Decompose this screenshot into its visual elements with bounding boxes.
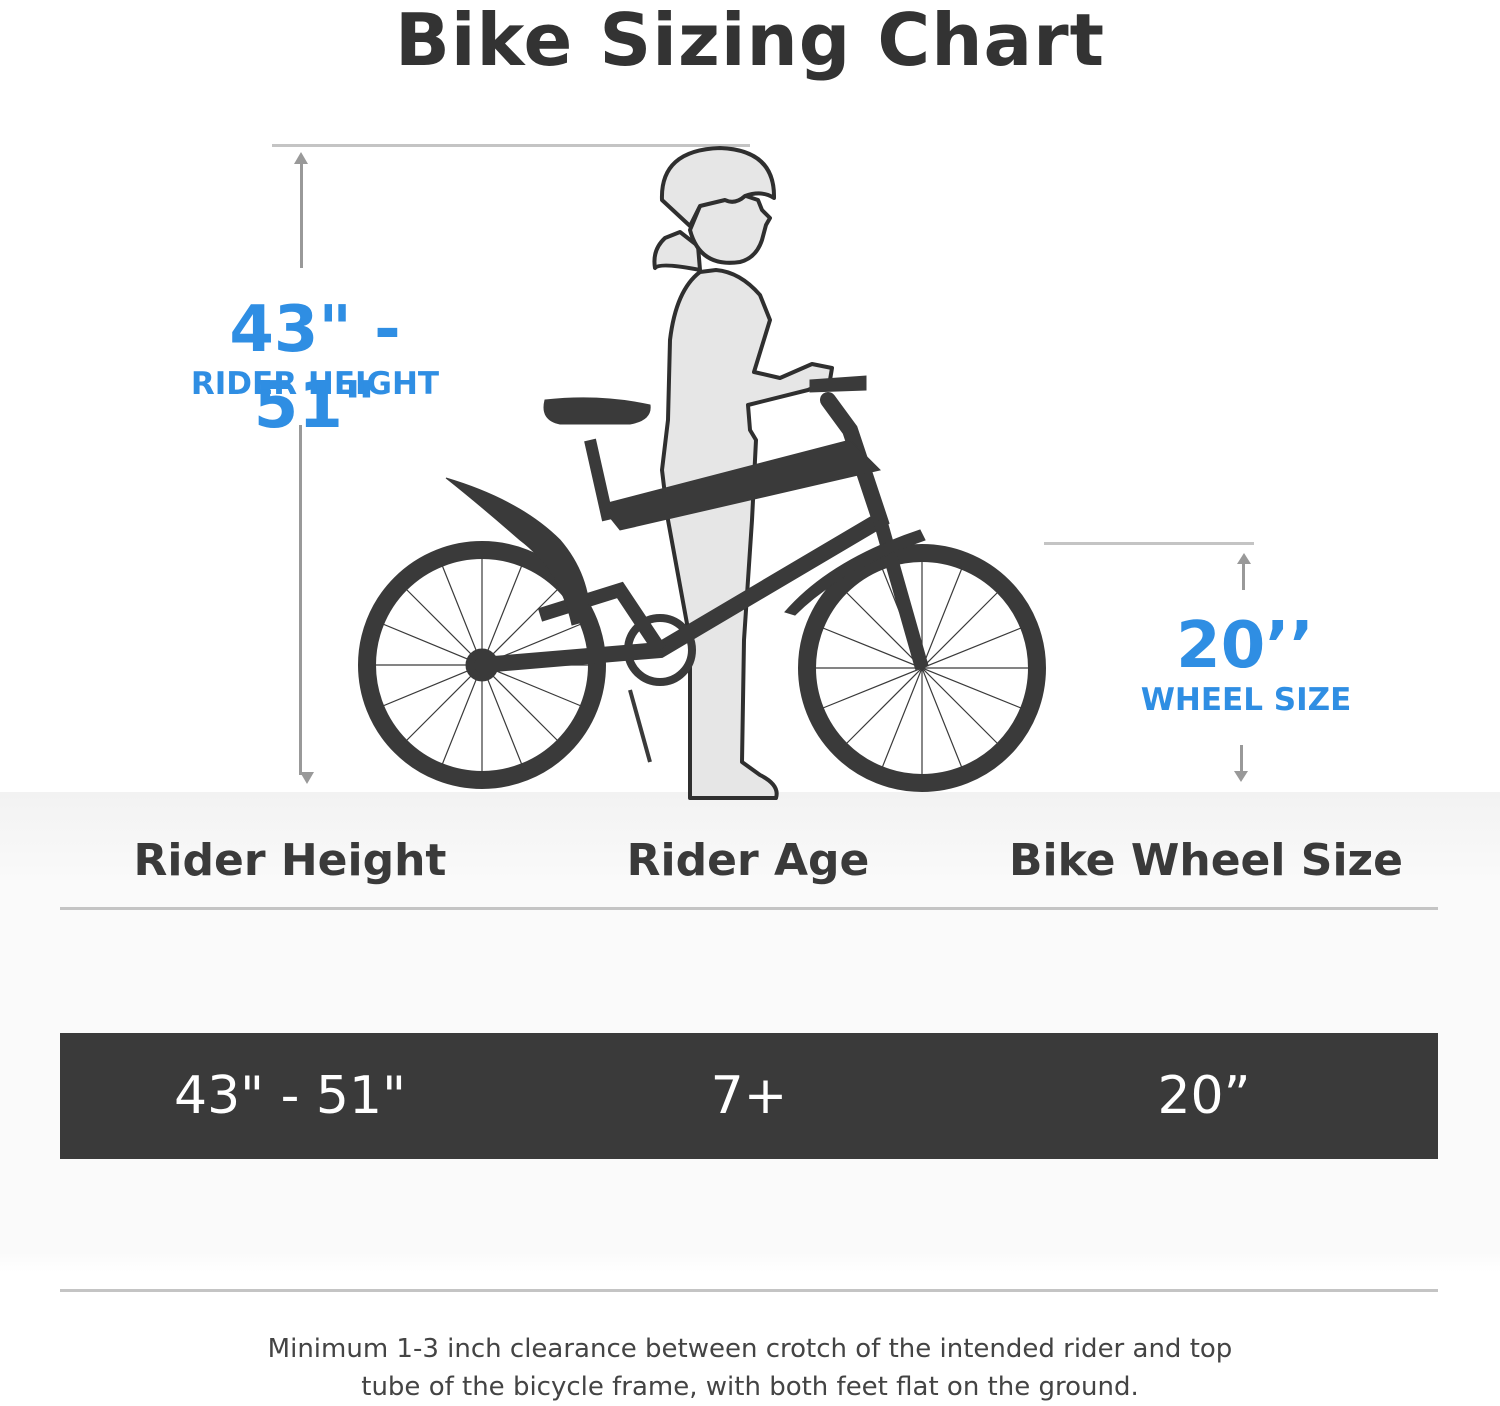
column-header-wheel-size: Bike Wheel Size — [1008, 835, 1404, 886]
table-row: 43" - 51" 7+ 20” — [60, 1033, 1438, 1159]
rider-height-top-guide — [272, 144, 750, 147]
wheel-size-arrow-up-shaft — [1242, 562, 1245, 590]
arrow-up-icon — [1237, 553, 1251, 564]
wheel-size-value: 20’’ — [1176, 609, 1314, 683]
footer-divider — [60, 1289, 1438, 1292]
bicycle-icon — [358, 375, 1046, 792]
page-title: Bike Sizing Chart — [395, 0, 1105, 82]
cell-rider-height: 43" - 51" — [174, 1066, 406, 1126]
rider-height-label: RIDER HEIGHT — [190, 366, 440, 402]
arrow-up-icon — [294, 152, 308, 164]
header-divider — [60, 907, 1438, 910]
arrow-down-icon — [1234, 771, 1248, 782]
child-figure-icon — [652, 146, 834, 800]
wheel-size-arrow-down-shaft — [1240, 745, 1243, 773]
fit-note-line-1: Minimum 1-3 inch clearance between crotc… — [267, 1334, 1233, 1364]
wheel-size-label: WHEEL SIZE — [1140, 682, 1352, 718]
fit-note-line-2: tube of the bicycle frame, with both fee… — [361, 1372, 1139, 1402]
cell-wheel-size: 20” — [1157, 1066, 1251, 1126]
fit-note: Minimum 1-3 inch clearance between crotc… — [250, 1330, 1250, 1406]
rider-height-arrow-down-shaft — [299, 425, 302, 775]
arrow-down-icon — [300, 772, 314, 784]
cell-rider-age: 7+ — [710, 1066, 788, 1126]
wheel-size-top-guide — [1044, 542, 1254, 545]
rider-with-bike-illustration — [358, 146, 1046, 800]
column-header-rider-height: Rider Height — [133, 835, 447, 886]
rider-height-value: 43" - 51" — [229, 293, 401, 443]
rider-height-arrow-up-shaft — [300, 160, 303, 268]
column-header-rider-age: Rider Age — [626, 835, 870, 886]
